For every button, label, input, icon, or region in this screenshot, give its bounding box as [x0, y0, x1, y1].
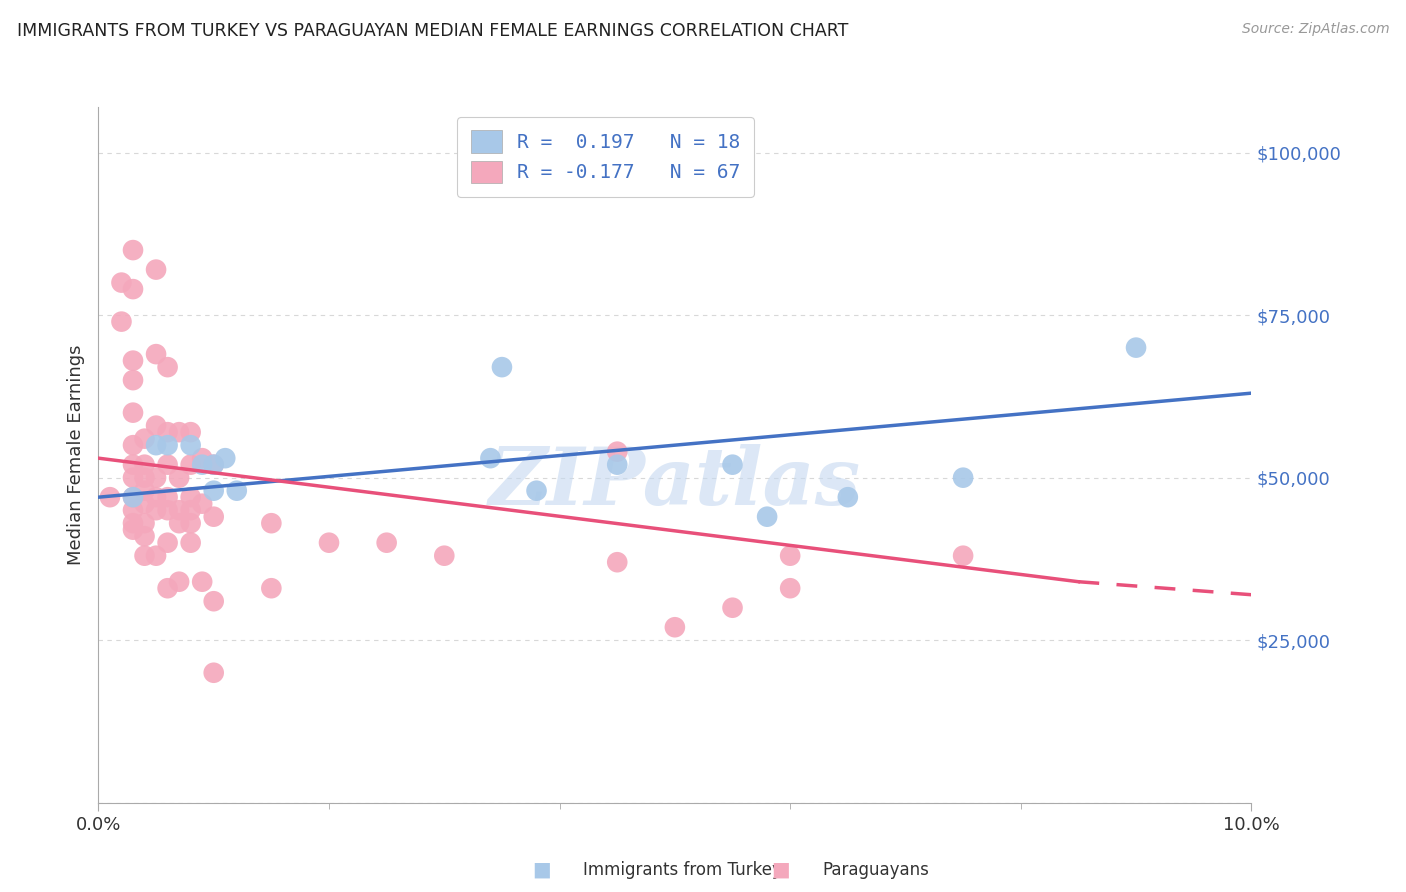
Legend: R =  0.197   N = 18, R = -0.177   N = 67: R = 0.197 N = 18, R = -0.177 N = 67	[457, 117, 754, 196]
Point	[180, 503, 202, 517]
Point	[664, 620, 686, 634]
Text: ▪: ▪	[531, 855, 551, 884]
Point	[526, 483, 548, 498]
Point	[202, 458, 225, 472]
Point	[260, 581, 283, 595]
Point	[134, 549, 156, 563]
Point	[122, 523, 145, 537]
Point	[191, 451, 214, 466]
Point	[156, 503, 179, 517]
Point	[145, 347, 167, 361]
Point	[134, 516, 156, 531]
Point	[145, 549, 167, 563]
Text: Paraguayans: Paraguayans	[823, 861, 929, 879]
Point	[122, 490, 145, 504]
Point	[156, 438, 179, 452]
Point	[122, 406, 145, 420]
Point	[134, 432, 156, 446]
Point	[606, 444, 628, 458]
Point	[145, 490, 167, 504]
Point	[214, 451, 236, 466]
Point	[156, 425, 179, 439]
Point	[202, 483, 225, 498]
Point	[606, 555, 628, 569]
Point	[110, 276, 132, 290]
Point	[145, 471, 167, 485]
Point	[721, 600, 744, 615]
Point	[318, 535, 340, 549]
Point	[122, 516, 145, 531]
Point	[156, 581, 179, 595]
Point	[952, 471, 974, 485]
Text: ▪: ▪	[770, 855, 790, 884]
Point	[180, 490, 202, 504]
Point	[606, 458, 628, 472]
Point	[1125, 341, 1147, 355]
Point	[156, 490, 179, 504]
Point	[156, 360, 179, 375]
Point	[145, 262, 167, 277]
Point	[191, 497, 214, 511]
Point	[180, 425, 202, 439]
Point	[225, 483, 247, 498]
Point	[122, 282, 145, 296]
Point	[122, 373, 145, 387]
Point	[756, 509, 779, 524]
Point	[375, 535, 398, 549]
Point	[134, 497, 156, 511]
Point	[134, 483, 156, 498]
Point	[110, 315, 132, 329]
Point	[202, 665, 225, 680]
Point	[167, 516, 190, 531]
Point	[167, 503, 190, 517]
Point	[191, 458, 214, 472]
Point	[145, 503, 167, 517]
Point	[134, 458, 156, 472]
Point	[202, 509, 225, 524]
Point	[180, 438, 202, 452]
Point	[134, 471, 156, 485]
Point	[167, 574, 190, 589]
Point	[122, 458, 145, 472]
Point	[191, 574, 214, 589]
Point	[433, 549, 456, 563]
Point	[180, 535, 202, 549]
Point	[156, 458, 179, 472]
Point	[122, 471, 145, 485]
Point	[779, 581, 801, 595]
Point	[122, 503, 145, 517]
Point	[952, 549, 974, 563]
Text: IMMIGRANTS FROM TURKEY VS PARAGUAYAN MEDIAN FEMALE EARNINGS CORRELATION CHART: IMMIGRANTS FROM TURKEY VS PARAGUAYAN MED…	[17, 22, 848, 40]
Point	[202, 594, 225, 608]
Point	[167, 471, 190, 485]
Point	[145, 418, 167, 433]
Point	[837, 490, 859, 504]
Point	[156, 535, 179, 549]
Point	[779, 549, 801, 563]
Point	[167, 425, 190, 439]
Point	[134, 529, 156, 543]
Point	[145, 438, 167, 452]
Text: Immigrants from Turkey: Immigrants from Turkey	[583, 861, 782, 879]
Point	[180, 458, 202, 472]
Text: ZIPatlas: ZIPatlas	[489, 444, 860, 522]
Point	[491, 360, 513, 375]
Point	[260, 516, 283, 531]
Point	[721, 458, 744, 472]
Point	[122, 490, 145, 504]
Text: Source: ZipAtlas.com: Source: ZipAtlas.com	[1241, 22, 1389, 37]
Point	[122, 243, 145, 257]
Point	[180, 516, 202, 531]
Point	[122, 353, 145, 368]
Point	[202, 458, 225, 472]
Point	[98, 490, 121, 504]
Y-axis label: Median Female Earnings: Median Female Earnings	[66, 344, 84, 566]
Point	[479, 451, 502, 466]
Point	[122, 438, 145, 452]
